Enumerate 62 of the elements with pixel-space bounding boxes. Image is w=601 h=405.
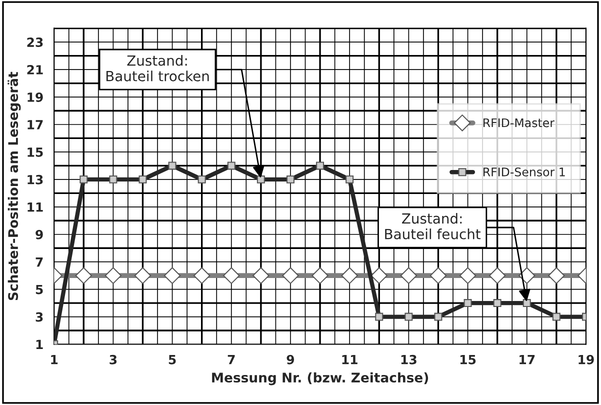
y-tick-label: 19 bbox=[28, 92, 43, 102]
point bbox=[256, 175, 265, 184]
point bbox=[459, 267, 476, 284]
x-tick-label: 13 bbox=[401, 354, 416, 364]
point bbox=[252, 267, 270, 284]
x-tick-label: 9 bbox=[286, 354, 294, 364]
point bbox=[168, 162, 176, 170]
point bbox=[370, 267, 388, 284]
point bbox=[434, 312, 442, 321]
point bbox=[346, 175, 354, 184]
point bbox=[404, 312, 413, 321]
y-tick-label: 9 bbox=[36, 230, 43, 240]
point bbox=[223, 267, 240, 284]
y-tick-label: 3 bbox=[36, 312, 43, 322]
point bbox=[164, 267, 181, 284]
y-tick-label: 1 bbox=[36, 340, 43, 349]
point bbox=[518, 267, 536, 284]
legend-label: RFID-Sensor 1 bbox=[484, 167, 565, 176]
point bbox=[430, 267, 447, 284]
point bbox=[316, 162, 324, 170]
point bbox=[193, 267, 210, 284]
legend-label: RFID-Master bbox=[484, 118, 554, 128]
point bbox=[80, 175, 88, 184]
y-tick-label: 17 bbox=[28, 120, 43, 130]
point bbox=[522, 299, 531, 308]
y-tick-label: 23 bbox=[27, 38, 43, 48]
point bbox=[109, 175, 118, 184]
point bbox=[282, 267, 299, 284]
point bbox=[138, 175, 147, 184]
point bbox=[104, 267, 122, 284]
y-tick-label: 21 bbox=[27, 65, 43, 74]
x-tick-label: 15 bbox=[460, 355, 476, 364]
point bbox=[488, 267, 506, 284]
point bbox=[464, 299, 472, 308]
point bbox=[400, 267, 418, 284]
x-tick-label: 3 bbox=[110, 354, 117, 364]
x-tick-label: 17 bbox=[520, 355, 535, 364]
y-tick-label: 13 bbox=[28, 174, 43, 184]
annotation: Zustand: Bauteil trocken bbox=[106, 55, 209, 82]
x-tick-label: 1 bbox=[51, 355, 58, 364]
point bbox=[548, 267, 565, 284]
point bbox=[312, 267, 328, 284]
point bbox=[552, 312, 560, 321]
annotation: Zustand: Bauteil feucht bbox=[385, 213, 481, 240]
x-tick-label: 11 bbox=[342, 355, 358, 364]
x-axis-title: Messung Nr. (bzw. Zeitachse) bbox=[212, 372, 428, 386]
point bbox=[134, 267, 152, 284]
y-axis-title: Schater-Position am Lesegerät bbox=[8, 72, 21, 300]
point bbox=[75, 267, 92, 284]
x-tick-label: 5 bbox=[168, 355, 176, 364]
point bbox=[375, 312, 384, 321]
point bbox=[493, 299, 502, 308]
point bbox=[341, 267, 358, 284]
point bbox=[286, 175, 294, 184]
y-tick-label: 5 bbox=[36, 284, 43, 294]
point bbox=[198, 175, 206, 184]
point bbox=[227, 162, 236, 170]
x-tick-label: 19 bbox=[578, 354, 594, 364]
y-tick-label: 11 bbox=[28, 202, 43, 212]
x-tick-label: 7 bbox=[228, 355, 235, 364]
y-tick-label: 15 bbox=[28, 148, 43, 157]
y-tick-label: 7 bbox=[36, 257, 43, 267]
